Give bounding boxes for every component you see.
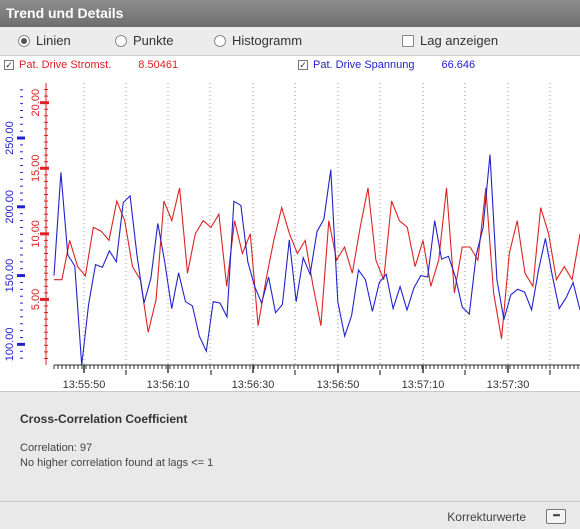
radio-points-label: Punkte bbox=[133, 33, 174, 48]
radio-points[interactable]: Punkte bbox=[115, 33, 173, 48]
series-line-current bbox=[54, 187, 580, 339]
radio-lines-indicator[interactable] bbox=[18, 34, 30, 47]
blue-y-major-tick bbox=[17, 205, 25, 209]
radio-lines[interactable]: Linien bbox=[18, 33, 71, 48]
correlation-panel: Cross-Correlation Coefficient Correlatio… bbox=[0, 391, 580, 502]
x-secondary-mark bbox=[125, 370, 127, 375]
x-tick-label: 13:57:30 bbox=[487, 379, 530, 391]
x-secondary-mark bbox=[379, 370, 381, 375]
radio-histogram-label: Histogramm bbox=[232, 33, 303, 48]
x-tick-label: 13:56:10 bbox=[147, 379, 190, 391]
radio-lines-label: Linien bbox=[36, 33, 71, 48]
correlation-heading: Cross-Correlation Coefficient bbox=[20, 412, 188, 426]
x-secondary-mark bbox=[294, 370, 296, 375]
window-title: Trend und Details bbox=[6, 5, 124, 21]
blue-y-tick-label: 150.00 bbox=[4, 259, 16, 293]
legend-voltage-value: 66.646 bbox=[441, 59, 476, 71]
more-options-button[interactable]: ••• bbox=[546, 509, 566, 524]
blue-y-major-tick bbox=[17, 342, 25, 346]
red-y-tick-label: 5.00 bbox=[30, 289, 42, 310]
x-tick-label: 13:57:10 bbox=[402, 379, 445, 391]
x-secondary-mark bbox=[210, 370, 212, 375]
trend-chart-svg: 13:55:50 13:56:10 13:56:30 13:56:50 13:57:10… bbox=[4, 83, 580, 391]
blue-y-major-tick bbox=[17, 274, 25, 278]
series-line-voltage bbox=[53, 154, 580, 366]
red-y-tick-label: 15.00 bbox=[30, 154, 42, 182]
legend-voltage-name: Pat. Drive Spannung bbox=[313, 59, 415, 71]
blue-y-tick-label: 250.00 bbox=[4, 121, 16, 155]
x-secondary-mark bbox=[549, 370, 551, 375]
correction-values-button[interactable]: Korrekturwerte bbox=[447, 510, 526, 524]
red-y-tick-label: 10.00 bbox=[30, 220, 42, 248]
red-y-major-tick bbox=[40, 232, 49, 236]
radio-histogram-indicator[interactable] bbox=[214, 34, 226, 47]
blue-y-tick-label: 200.00 bbox=[4, 190, 16, 224]
red-y-major-tick bbox=[40, 166, 49, 170]
window-title-bar: Trend und Details bbox=[0, 0, 580, 27]
blue-y-major-tick bbox=[17, 136, 25, 140]
x-tick-label: 13:56:50 bbox=[317, 379, 360, 391]
legend-current-checkbox[interactable]: ✓ bbox=[4, 60, 14, 70]
legend-current-name: Pat. Drive Stromst. bbox=[19, 59, 112, 71]
legend-item-current[interactable]: ✓ Pat. Drive Stromst. 8.50461 bbox=[4, 59, 178, 71]
lag-checkbox-box[interactable] bbox=[402, 34, 414, 47]
red-y-tick-label: 20.00 bbox=[30, 89, 42, 117]
radio-histogram[interactable]: Histogramm bbox=[214, 33, 302, 48]
legend-voltage-checkbox[interactable]: ✓ bbox=[298, 60, 308, 70]
x-secondary-mark bbox=[464, 370, 466, 375]
footer-bar: Korrekturwerte ••• bbox=[0, 501, 580, 529]
legend-item-voltage[interactable]: ✓ Pat. Drive Spannung 66.646 bbox=[298, 59, 475, 71]
correlation-value: Correlation: 97 bbox=[20, 442, 93, 454]
blue-y-tick-label: 100.00 bbox=[4, 328, 16, 362]
trend-chart[interactable]: 13:55:50 13:56:10 13:56:30 13:56:50 13:57:10… bbox=[0, 75, 580, 391]
red-y-major-tick bbox=[40, 101, 49, 105]
x-tick-label: 13:55:50 bbox=[63, 379, 106, 391]
legend-current-value: 8.50461 bbox=[138, 59, 179, 71]
correlation-lag-note: No higher correlation found at lags <= 1 bbox=[20, 457, 214, 469]
series-legend: ✓ Pat. Drive Stromst. 8.50461 ✓ Pat. Dri… bbox=[0, 55, 580, 76]
display-options-bar: Linien Punkte Histogramm Lag anzeigen bbox=[0, 27, 580, 55]
red-y-major-tick bbox=[40, 297, 49, 301]
lag-checkbox[interactable]: Lag anzeigen bbox=[402, 33, 498, 48]
lag-checkbox-label: Lag anzeigen bbox=[420, 33, 499, 48]
radio-points-indicator[interactable] bbox=[115, 34, 127, 47]
x-tick-label: 13:56:30 bbox=[232, 379, 275, 391]
